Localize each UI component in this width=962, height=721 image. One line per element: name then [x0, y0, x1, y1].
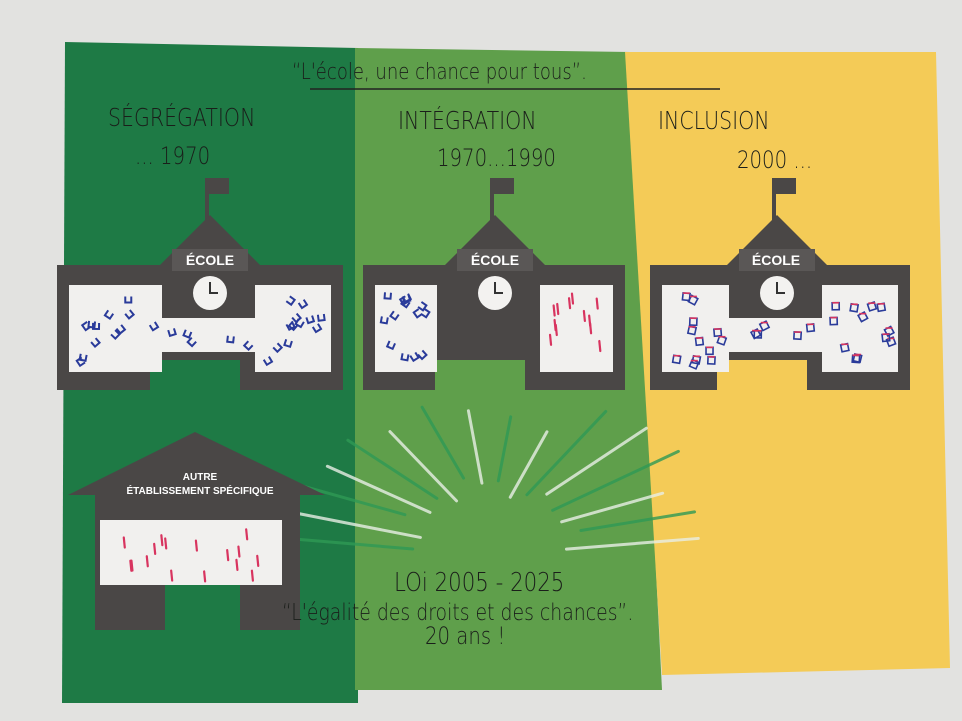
student-mark — [242, 340, 254, 352]
student-mark — [285, 321, 296, 332]
school-label-2: ÉCOLE — [470, 252, 520, 268]
student-mark — [145, 555, 149, 568]
student-mark — [548, 333, 553, 346]
house-label-line1: AUTRE — [182, 472, 218, 483]
student-mark — [272, 342, 284, 354]
student-mark — [164, 537, 168, 550]
student-mark — [417, 349, 428, 361]
student-mark — [124, 296, 133, 304]
student-mark — [570, 292, 575, 305]
student-mark — [311, 323, 323, 334]
student-mark — [90, 337, 101, 349]
house-label-line2: ÉTABLISSEMENT SPÉCIFIQUE — [126, 486, 274, 497]
school-building-3 — [650, 178, 910, 390]
student-mark — [595, 297, 599, 310]
student-mark — [124, 309, 136, 320]
student-mark — [305, 315, 316, 325]
student-mark — [552, 304, 556, 317]
student-mark — [170, 569, 174, 582]
student-mark — [383, 292, 392, 300]
student-mark — [115, 324, 127, 335]
student-mark — [409, 351, 420, 363]
student-mark — [103, 309, 115, 321]
period-inclusion: 2000 ... — [737, 146, 813, 174]
law-years: LOi 2005 - 2025 — [394, 568, 565, 598]
student-mark — [80, 320, 92, 332]
student-mark — [237, 545, 241, 558]
student-mark — [122, 536, 126, 549]
student-mark — [400, 353, 410, 362]
student-mark — [567, 297, 572, 310]
student-mark — [226, 335, 235, 344]
student-mark — [556, 302, 560, 316]
student-mark — [75, 356, 86, 368]
era-segregation: SÉGRÉGATION — [108, 103, 256, 132]
student-mark — [226, 549, 230, 562]
student-mark — [598, 339, 602, 353]
student-mark — [285, 295, 297, 307]
anniversary-text: 20 ans ! — [425, 622, 506, 650]
student-mark — [262, 356, 274, 367]
student-mark — [194, 539, 198, 552]
specific-establishment-building — [68, 432, 325, 630]
period-integration: 1970...1990 — [437, 144, 556, 172]
school-label-3: ÉCOLE — [751, 252, 801, 268]
student-mark — [78, 353, 88, 362]
flag-icon — [205, 178, 229, 194]
student-mark — [283, 338, 293, 349]
era-inclusion: INCLUSION — [658, 106, 770, 135]
student-mark — [316, 313, 326, 322]
student-mark — [554, 323, 558, 337]
student-mark — [250, 569, 254, 582]
student-mark — [110, 329, 121, 341]
student-mark — [160, 534, 164, 547]
student-mark — [582, 309, 586, 323]
student-mark — [245, 528, 249, 541]
student-mark — [420, 308, 431, 319]
firework-decoration — [258, 405, 700, 551]
poster-title: “L'école, une chance pour tous”. — [292, 60, 587, 85]
student-mark — [417, 301, 428, 312]
student-mark — [235, 558, 239, 571]
student-mark — [186, 336, 197, 348]
student-mark — [401, 294, 412, 304]
era-integration: INTÉGRATION — [398, 106, 537, 135]
student-mark — [297, 299, 309, 310]
student-mark — [203, 570, 207, 583]
student-mark — [91, 322, 101, 330]
flag-icon — [772, 178, 796, 194]
student-mark — [167, 328, 177, 338]
student-mark — [256, 554, 260, 567]
student-mark — [182, 329, 193, 339]
student-mark — [412, 308, 423, 319]
period-segregation: ... 1970 — [135, 142, 211, 170]
student-mark — [385, 340, 396, 351]
student-mark — [294, 318, 305, 329]
school-label-1: ÉCOLE — [185, 252, 235, 268]
student-mark — [87, 320, 97, 329]
student-mark — [389, 310, 400, 321]
law-quote: “L'égalité des droits et des chances”. — [282, 600, 634, 626]
school-building-2 — [363, 178, 625, 390]
panel-inclusion — [625, 52, 950, 675]
student-mark — [130, 559, 134, 572]
student-mark — [148, 321, 160, 332]
student-mark — [588, 314, 592, 327]
school-building-1 — [57, 178, 343, 390]
student-mark — [379, 316, 389, 325]
student-mark — [153, 542, 157, 555]
flag-icon — [490, 178, 514, 194]
